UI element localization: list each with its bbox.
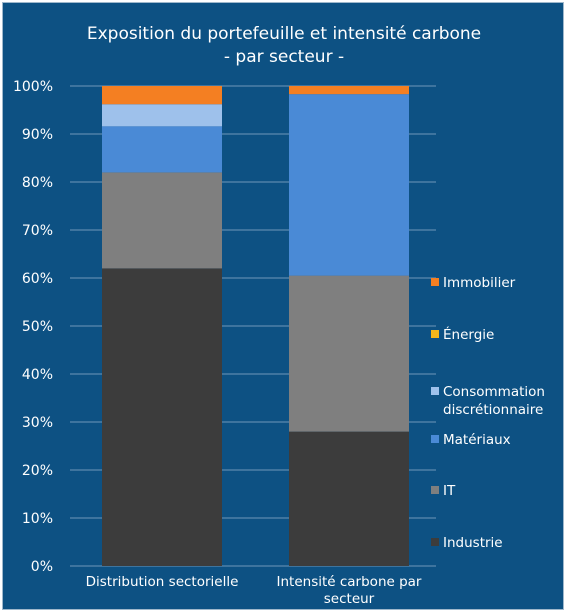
legend-label: Industrie xyxy=(443,535,503,551)
legend-swatch xyxy=(431,486,439,494)
legend-label: Énergie xyxy=(443,326,494,343)
legend-swatch xyxy=(431,538,439,546)
y-tick-label: 80% xyxy=(22,175,53,191)
bar-segment xyxy=(102,172,222,269)
legend-swatch xyxy=(431,278,439,286)
legend-label: discrétionnaire xyxy=(443,402,543,418)
bar-segment xyxy=(289,275,409,432)
bar-segment xyxy=(102,126,222,173)
legend-label: Immobilier xyxy=(443,275,516,291)
bar-segment xyxy=(102,86,222,105)
bar-segment xyxy=(289,86,409,95)
legend-swatch xyxy=(431,387,439,395)
y-tick-label: 0% xyxy=(31,559,53,575)
x-category-label: Intensité carbone par xyxy=(277,574,422,590)
legend-swatch xyxy=(431,435,439,443)
chart-frame: Exposition du portefeuille et intensité … xyxy=(2,2,564,610)
legend-label: Matériaux xyxy=(443,432,511,448)
y-tick-label: 30% xyxy=(22,415,53,431)
legend-label: Consommation xyxy=(443,384,545,400)
bar-segment xyxy=(289,94,409,276)
y-tick-label: 100% xyxy=(13,79,53,95)
chart-subtitle: - par secteur - xyxy=(223,47,345,67)
x-category-label: secteur xyxy=(324,591,375,607)
chart-title: Exposition du portefeuille et intensité … xyxy=(3,23,565,69)
y-tick-label: 40% xyxy=(22,367,53,383)
bar-segment xyxy=(102,104,222,127)
bar-segment xyxy=(102,268,222,566)
x-category-label: Distribution sectorielle xyxy=(86,574,239,590)
y-tick-label: 50% xyxy=(22,319,53,335)
y-tick-label: 70% xyxy=(22,223,53,239)
y-tick-label: 20% xyxy=(22,463,53,479)
y-tick-label: 60% xyxy=(22,271,53,287)
bar-segment xyxy=(289,431,409,566)
chart-title-line: Exposition du portefeuille et intensité … xyxy=(86,24,482,44)
stacked-bar-chart: 0% 10% 20% 30% 40% 50% 60% 70% 80% 90% 100% Distrib… xyxy=(13,79,545,607)
y-tick-label: 10% xyxy=(22,511,53,527)
legend-swatch xyxy=(431,330,439,338)
y-tick-label: 90% xyxy=(22,127,53,143)
legend-label: IT xyxy=(443,483,456,499)
